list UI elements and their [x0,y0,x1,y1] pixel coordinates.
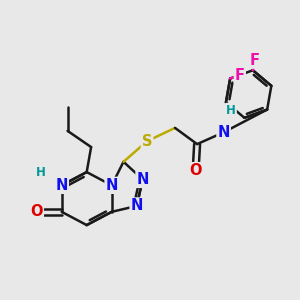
Text: H: H [36,166,46,178]
Text: N: N [130,198,143,213]
Text: N: N [218,125,230,140]
Text: F: F [250,52,260,68]
Text: N: N [136,172,149,187]
Text: O: O [189,163,202,178]
Text: N: N [106,178,118,193]
Text: N: N [56,178,68,193]
Text: O: O [30,204,43,219]
Text: S: S [142,134,152,149]
Text: H: H [226,104,236,117]
Text: F: F [235,68,245,82]
